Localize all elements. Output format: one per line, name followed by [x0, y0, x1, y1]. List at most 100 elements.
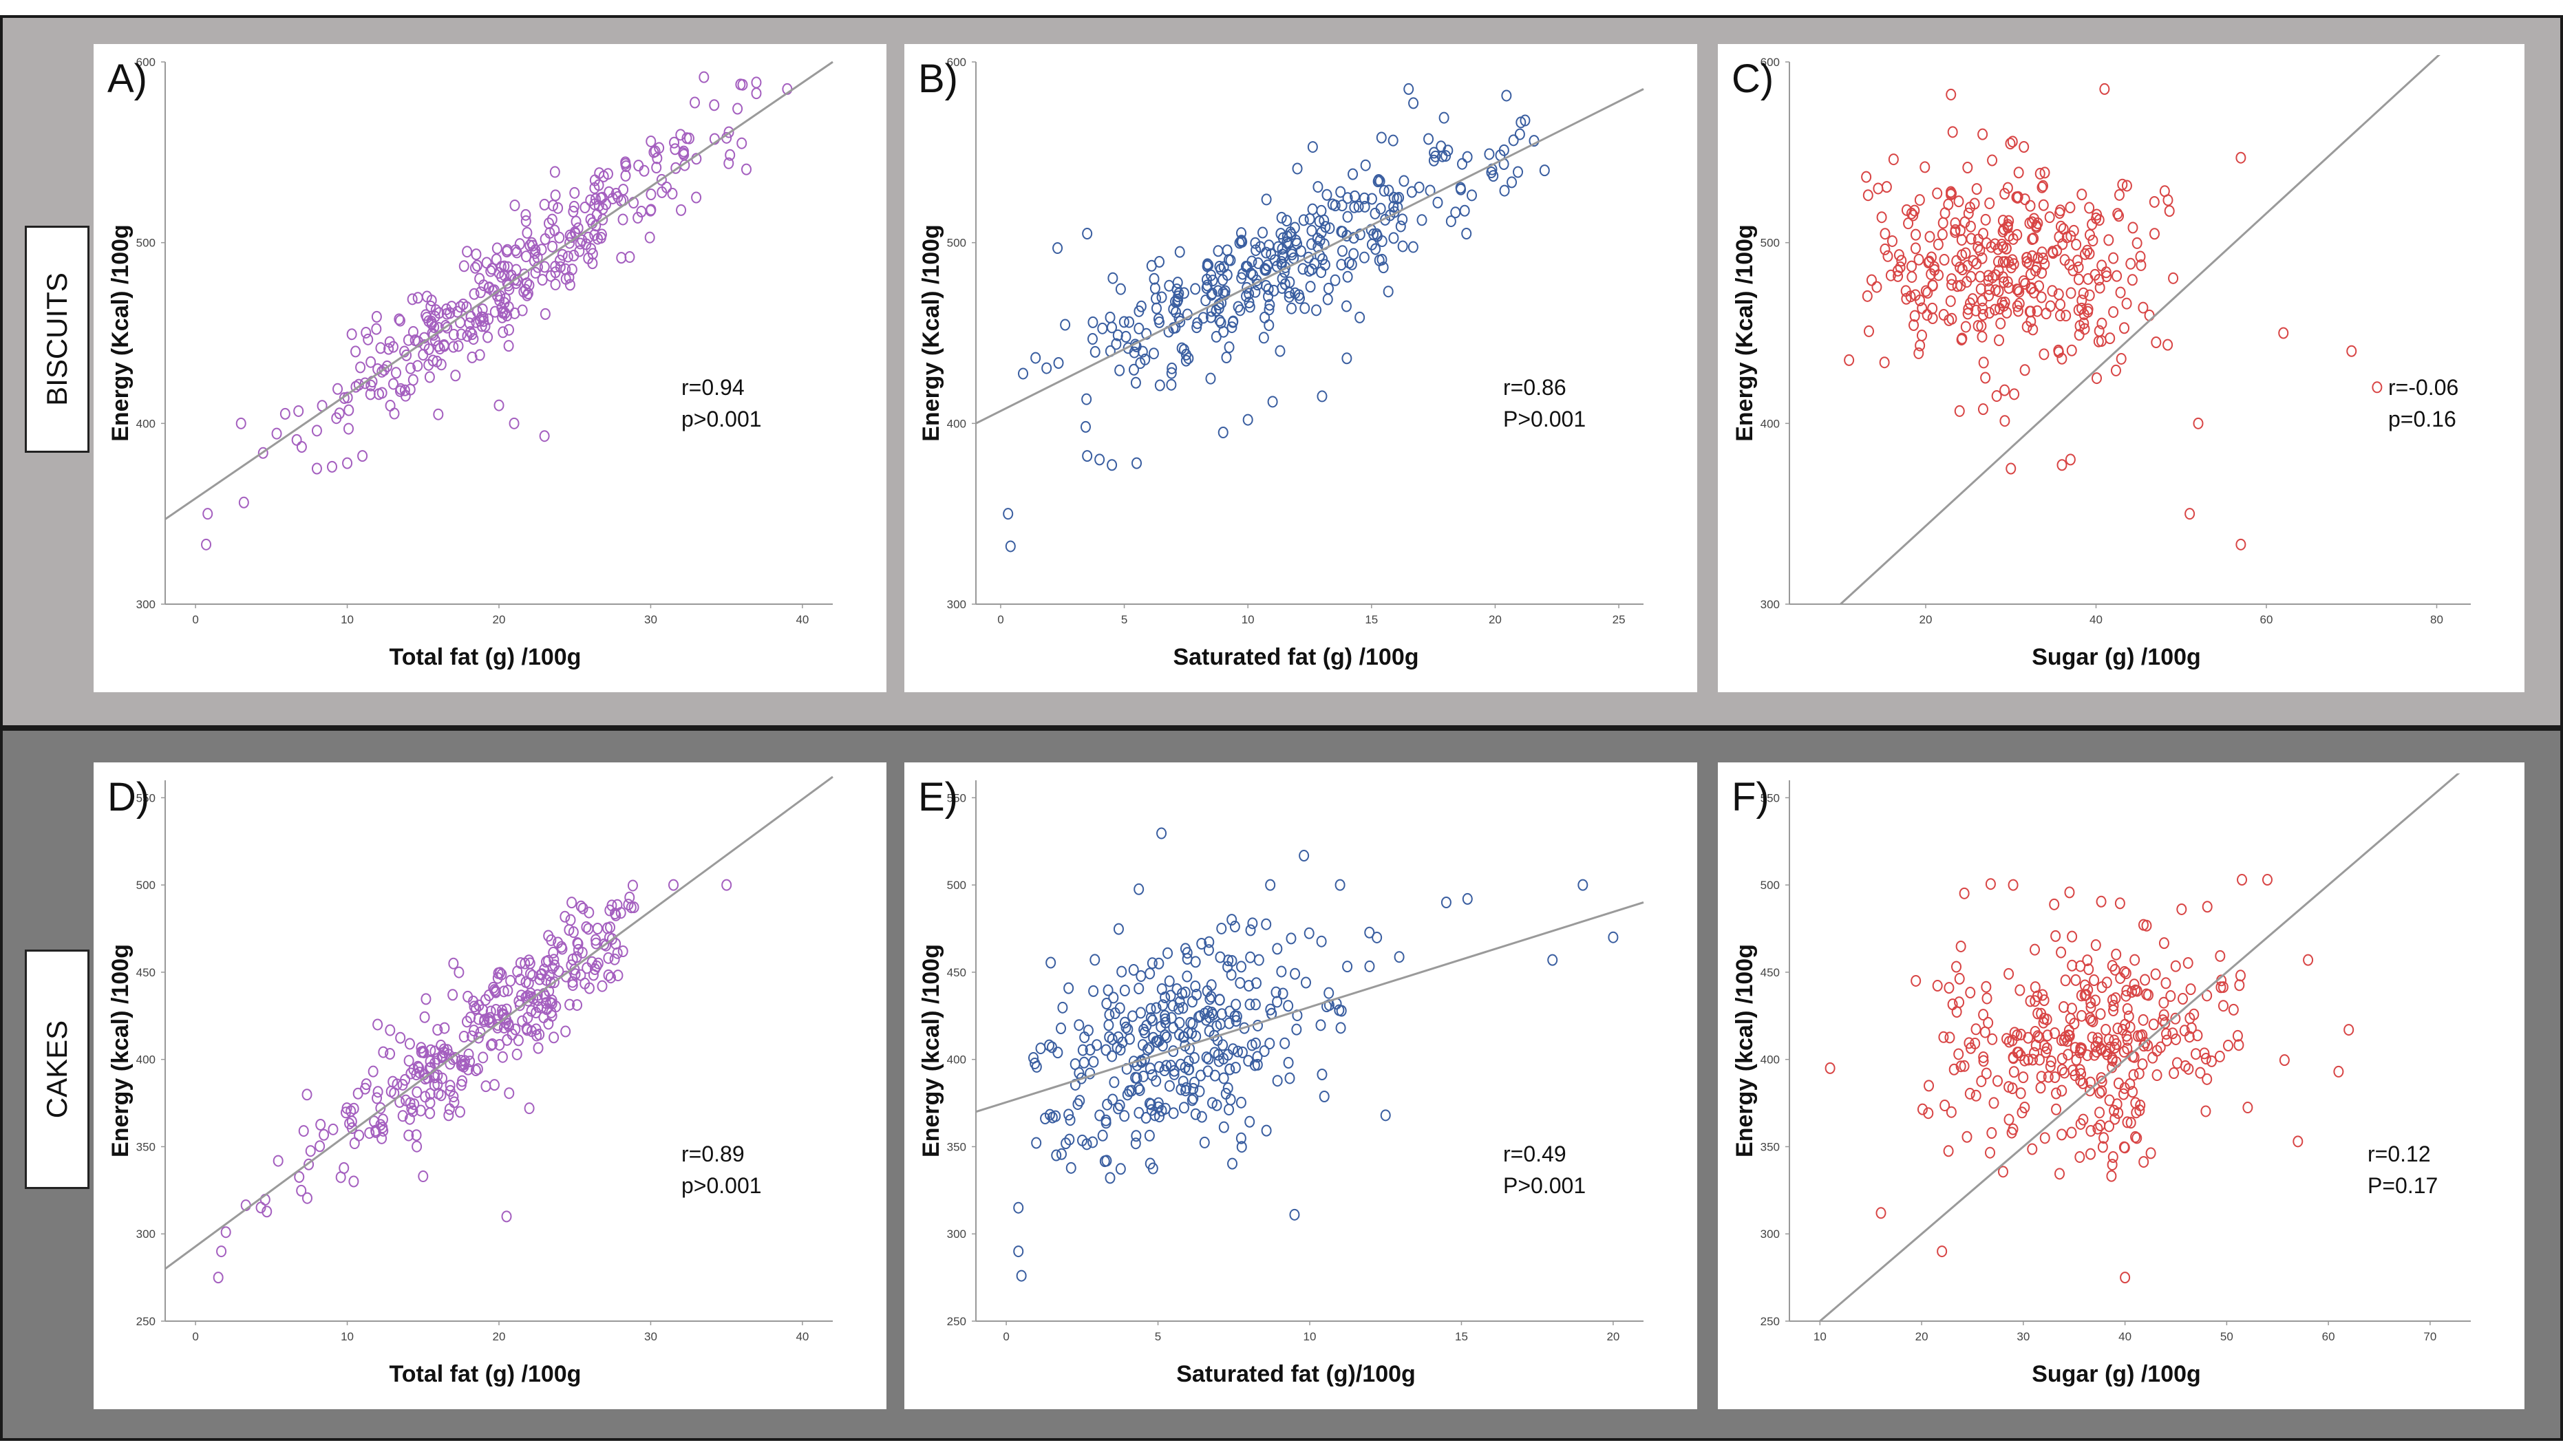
- data-point: [1139, 1027, 1150, 1039]
- data-point: [751, 76, 762, 89]
- data-point: [1224, 1017, 1235, 1029]
- data-point: [1164, 975, 1175, 987]
- data-point: [1149, 272, 1160, 285]
- data-point: [2120, 967, 2131, 980]
- data-point: [403, 1129, 414, 1142]
- data-point: [1388, 191, 1399, 204]
- data-point: [1196, 938, 1207, 950]
- data-point: [1998, 241, 2009, 253]
- data-point: [1214, 314, 1225, 327]
- data-point: [387, 1075, 398, 1088]
- data-point: [2003, 215, 2014, 227]
- data-point: [420, 1073, 431, 1085]
- data-point: [2112, 270, 2123, 282]
- data-point: [425, 1056, 436, 1068]
- data-point: [1289, 222, 1300, 234]
- data-point: [1282, 236, 1293, 248]
- data-point: [1173, 1029, 1184, 1041]
- data-point: [1547, 954, 1558, 966]
- data-point: [1206, 287, 1217, 299]
- data-point: [1052, 242, 1063, 255]
- data-point: [418, 1170, 429, 1183]
- data-point: [1284, 1072, 1295, 1084]
- data-point: [545, 996, 556, 1009]
- data-point: [2012, 305, 2023, 317]
- data-point: [1259, 263, 1270, 275]
- data-point: [1999, 384, 2010, 396]
- data-point: [444, 1103, 455, 1115]
- data-point: [2039, 1132, 2050, 1144]
- y-tick-label: 300: [1761, 1228, 1780, 1241]
- data-point: [675, 129, 686, 141]
- data-point: [604, 186, 615, 198]
- data-point: [1217, 274, 1229, 286]
- data-point: [1319, 214, 1330, 226]
- data-point: [1188, 1082, 1199, 1095]
- data-point: [1322, 293, 1333, 306]
- data-point: [2030, 943, 2041, 956]
- data-point: [1933, 238, 1944, 250]
- data-point: [2065, 230, 2076, 242]
- data-point: [737, 78, 748, 91]
- data-point: [591, 208, 602, 221]
- data-point: [2169, 1067, 2180, 1080]
- data-point: [1467, 189, 1478, 202]
- data-point: [271, 427, 282, 440]
- data-point: [404, 1038, 415, 1050]
- data-point: [606, 933, 617, 945]
- data-point: [2118, 1046, 2129, 1058]
- data-point: [1094, 453, 1105, 466]
- data-point: [1182, 947, 1193, 959]
- data-point: [624, 891, 635, 903]
- panel-label: F): [1732, 775, 1769, 820]
- data-point: [1265, 879, 1276, 891]
- data-point: [1137, 345, 1148, 358]
- data-point: [471, 248, 482, 261]
- data-point: [448, 957, 459, 970]
- x-tick-label: 20: [493, 613, 506, 626]
- data-point: [2028, 233, 2039, 245]
- data-point: [2135, 1099, 2146, 1111]
- stat-text: r=0.94: [681, 375, 745, 400]
- data-point: [2003, 1113, 2014, 1126]
- data-point: [1951, 255, 1962, 267]
- x-tick-label: 20: [1489, 613, 1502, 626]
- data-point: [1342, 961, 1353, 973]
- data-point: [348, 1175, 359, 1188]
- data-point: [419, 1011, 430, 1023]
- data-point: [1264, 299, 1275, 311]
- data-point: [2056, 946, 2067, 959]
- data-point: [468, 995, 479, 1007]
- y-tick-label: 500: [1761, 879, 1780, 892]
- data-point: [2127, 222, 2138, 234]
- data-point: [2089, 974, 2100, 987]
- data-point: [2078, 1077, 2089, 1089]
- data-point: [1113, 1102, 1124, 1115]
- data-point: [1260, 279, 1271, 292]
- data-point: [1977, 302, 1988, 314]
- data-point: [1189, 1076, 1200, 1089]
- y-tick-label: 600: [136, 56, 156, 69]
- data-point: [1263, 283, 1274, 295]
- data-point: [1144, 1098, 1155, 1110]
- data-point: [501, 1210, 512, 1223]
- data-point: [2044, 211, 2055, 224]
- data-point: [2158, 996, 2169, 1009]
- data-point: [2242, 1102, 2253, 1114]
- data-point: [1031, 1060, 1042, 1073]
- data-point: [1951, 961, 1962, 973]
- data-point: [375, 1102, 386, 1114]
- data-point: [589, 963, 600, 976]
- data-point: [1050, 1110, 1061, 1122]
- data-point: [391, 367, 402, 379]
- data-point: [1300, 976, 1311, 989]
- data-point: [2184, 508, 2195, 520]
- data-point: [432, 355, 443, 367]
- data-point: [1327, 198, 1338, 211]
- data-point: [1277, 987, 1288, 1000]
- data-point: [1218, 261, 1229, 273]
- data-point: [503, 1018, 514, 1030]
- data-point: [2293, 1135, 2304, 1148]
- data-point: [2049, 1027, 2060, 1040]
- data-point: [2084, 202, 2095, 214]
